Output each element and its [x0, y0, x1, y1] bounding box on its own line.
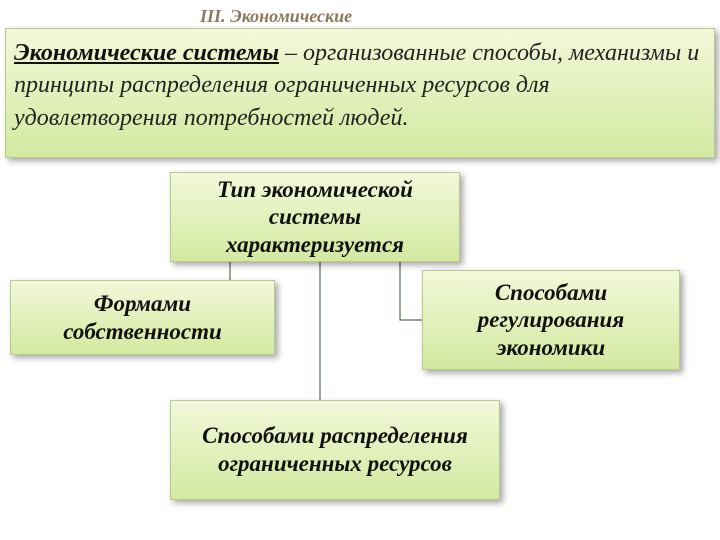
node-left-label: Формами собственности	[19, 290, 266, 345]
definition-emphasis: Экономические системы	[14, 40, 279, 66]
definition-panel: Экономические системы – организованные с…	[5, 28, 715, 158]
node-bottom: Способами распределения ограниченных рес…	[170, 400, 500, 500]
node-left: Формами собственности	[10, 280, 275, 355]
node-bottom-label: Способами распределения ограниченных рес…	[179, 422, 491, 477]
section-heading: III. Экономические	[200, 6, 352, 27]
node-root-label: Тип экономической системы характеризуетс…	[179, 176, 451, 259]
node-root: Тип экономической системы характеризуетс…	[170, 172, 460, 262]
node-right: Способами регулирования экономики	[422, 270, 680, 370]
node-right-label: Способами регулирования экономики	[431, 279, 671, 362]
